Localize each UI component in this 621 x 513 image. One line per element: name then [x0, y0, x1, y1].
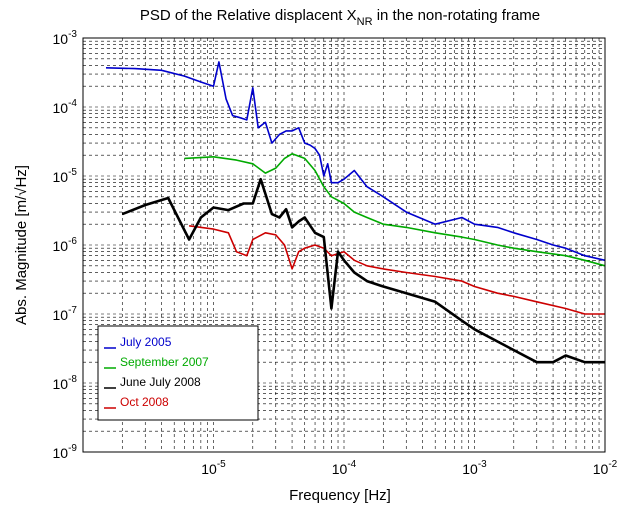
x-tick-label: 10-2 — [593, 459, 618, 477]
y-tick-label: 10-4 — [53, 98, 78, 116]
series-line-september-2007 — [184, 153, 606, 267]
series-line-june-july-2008 — [121, 177, 605, 364]
legend-label: September 2007 — [120, 355, 209, 369]
series-line-july-2005 — [105, 61, 606, 262]
legend-box — [97, 325, 259, 421]
grid-lines — [83, 38, 605, 452]
plot-frame — [82, 37, 606, 453]
legend: July 2005 September 2007 June July 2008 Oct… — [97, 325, 259, 421]
legend-label: Oct 2008 — [120, 395, 169, 409]
series-layer — [105, 61, 606, 364]
x-axis-label: Frequency [Hz] — [289, 487, 391, 504]
x-tick-label: 10-5 — [201, 459, 226, 477]
y-tick-label: 10-6 — [53, 236, 78, 254]
x-tick-label: 10-3 — [462, 459, 487, 477]
y-tick-label: 10-9 — [53, 443, 78, 461]
y-axis-label: Abs. Magnitude [m/√Hz] — [13, 165, 30, 325]
x-tick-label: 10-4 — [332, 459, 357, 477]
y-tick-label: 10-7 — [53, 305, 78, 323]
x-tick-labels: 10-5 10-4 10-3 10-2 — [201, 459, 617, 477]
y-tick-labels: 10-9 10-8 10-7 10-6 10-5 10-4 10-3 — [53, 29, 78, 461]
y-tick-label: 10-5 — [53, 167, 78, 185]
y-tick-label: 10-8 — [53, 374, 78, 392]
legend-label: June July 2008 — [120, 375, 201, 389]
series-line-oct-2008 — [188, 225, 605, 315]
legend-label: July 2005 — [120, 335, 172, 349]
y-tick-label: 10-3 — [53, 29, 78, 47]
chart-title: PSD of the Relative displacent XNR in th… — [140, 7, 540, 28]
